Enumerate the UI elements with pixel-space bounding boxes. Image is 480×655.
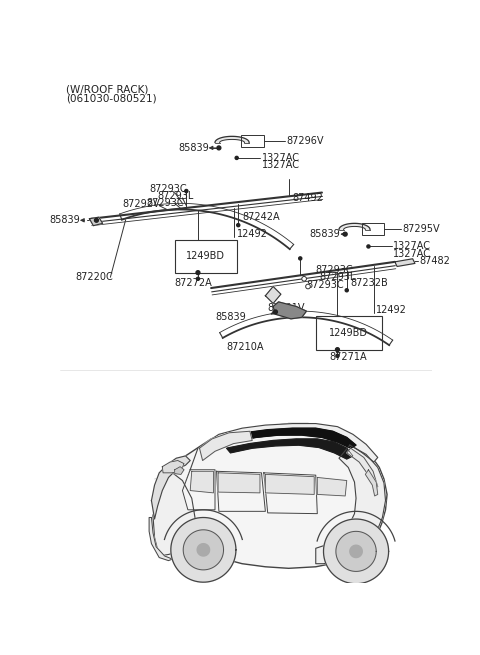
Polygon shape: [197, 544, 210, 556]
Text: 87210A: 87210A: [227, 341, 264, 352]
Circle shape: [306, 284, 311, 289]
Text: 1327AC: 1327AC: [393, 242, 431, 252]
Text: (061030-080521): (061030-080521): [66, 94, 157, 103]
Text: 87293C: 87293C: [306, 280, 344, 290]
Text: 87293C: 87293C: [316, 265, 353, 274]
Polygon shape: [215, 136, 249, 143]
Polygon shape: [395, 259, 415, 267]
Bar: [362, 223, 384, 235]
Polygon shape: [171, 517, 236, 582]
Text: 87296V: 87296V: [286, 136, 324, 146]
Polygon shape: [264, 473, 317, 514]
Text: 87272A: 87272A: [175, 278, 213, 288]
Circle shape: [367, 245, 370, 248]
Text: 87492: 87492: [292, 193, 324, 203]
Polygon shape: [190, 472, 214, 493]
Circle shape: [196, 271, 200, 274]
Text: 1327AC: 1327AC: [393, 249, 431, 259]
Polygon shape: [218, 473, 260, 493]
Text: 87293L: 87293L: [157, 191, 193, 201]
Bar: [316, 316, 382, 350]
Circle shape: [302, 276, 306, 281]
Polygon shape: [317, 477, 347, 496]
Text: 87291V: 87291V: [268, 303, 305, 313]
Text: 1327AC: 1327AC: [262, 153, 300, 163]
Polygon shape: [216, 472, 265, 512]
Text: 12492: 12492: [237, 229, 267, 239]
Circle shape: [185, 189, 188, 193]
Polygon shape: [183, 530, 224, 570]
Polygon shape: [265, 286, 281, 303]
Polygon shape: [273, 302, 306, 319]
Polygon shape: [204, 424, 378, 462]
Circle shape: [274, 310, 277, 314]
Text: 87295V: 87295V: [403, 224, 440, 234]
Polygon shape: [347, 448, 378, 488]
Text: 12492: 12492: [376, 305, 407, 314]
Text: 1249BD: 1249BD: [329, 328, 368, 338]
Circle shape: [343, 233, 347, 236]
Text: 87482: 87482: [420, 256, 450, 266]
Polygon shape: [149, 517, 172, 561]
Circle shape: [217, 146, 221, 150]
Polygon shape: [182, 470, 215, 510]
Circle shape: [345, 289, 348, 292]
Circle shape: [237, 223, 240, 227]
Circle shape: [196, 277, 200, 280]
Text: 85839: 85839: [310, 229, 340, 239]
Text: 1249BD: 1249BD: [186, 252, 225, 261]
Polygon shape: [336, 531, 376, 571]
Text: 87232B: 87232B: [350, 278, 388, 288]
Polygon shape: [316, 445, 385, 564]
Text: 1327AC: 1327AC: [262, 160, 300, 170]
Text: 87242A: 87242A: [242, 212, 280, 223]
Circle shape: [336, 348, 339, 352]
Polygon shape: [339, 223, 370, 229]
Circle shape: [299, 257, 302, 260]
Polygon shape: [324, 519, 389, 584]
Polygon shape: [175, 466, 184, 474]
Polygon shape: [365, 470, 378, 496]
Circle shape: [95, 218, 98, 222]
Text: 85839: 85839: [178, 143, 209, 153]
Polygon shape: [89, 217, 103, 226]
Text: 87220C: 87220C: [75, 272, 113, 282]
Polygon shape: [200, 431, 252, 460]
Text: (W/ROOF RACK): (W/ROOF RACK): [66, 84, 149, 94]
Text: 85839: 85839: [215, 312, 246, 322]
Text: 87293L: 87293L: [320, 272, 356, 282]
Text: 87293C: 87293C: [147, 198, 184, 208]
Text: 87292V: 87292V: [122, 199, 160, 209]
Polygon shape: [223, 428, 356, 448]
Polygon shape: [227, 439, 353, 459]
Polygon shape: [265, 474, 314, 495]
Bar: [240, 135, 264, 147]
Text: 87271A: 87271A: [330, 352, 367, 362]
Circle shape: [235, 157, 238, 159]
Circle shape: [336, 354, 339, 358]
Text: 85839: 85839: [49, 215, 80, 225]
Text: 87293C: 87293C: [149, 183, 187, 194]
Polygon shape: [350, 545, 362, 557]
Polygon shape: [162, 460, 184, 473]
Bar: [175, 240, 237, 272]
Polygon shape: [153, 424, 387, 569]
Polygon shape: [152, 456, 190, 519]
Polygon shape: [153, 470, 196, 556]
